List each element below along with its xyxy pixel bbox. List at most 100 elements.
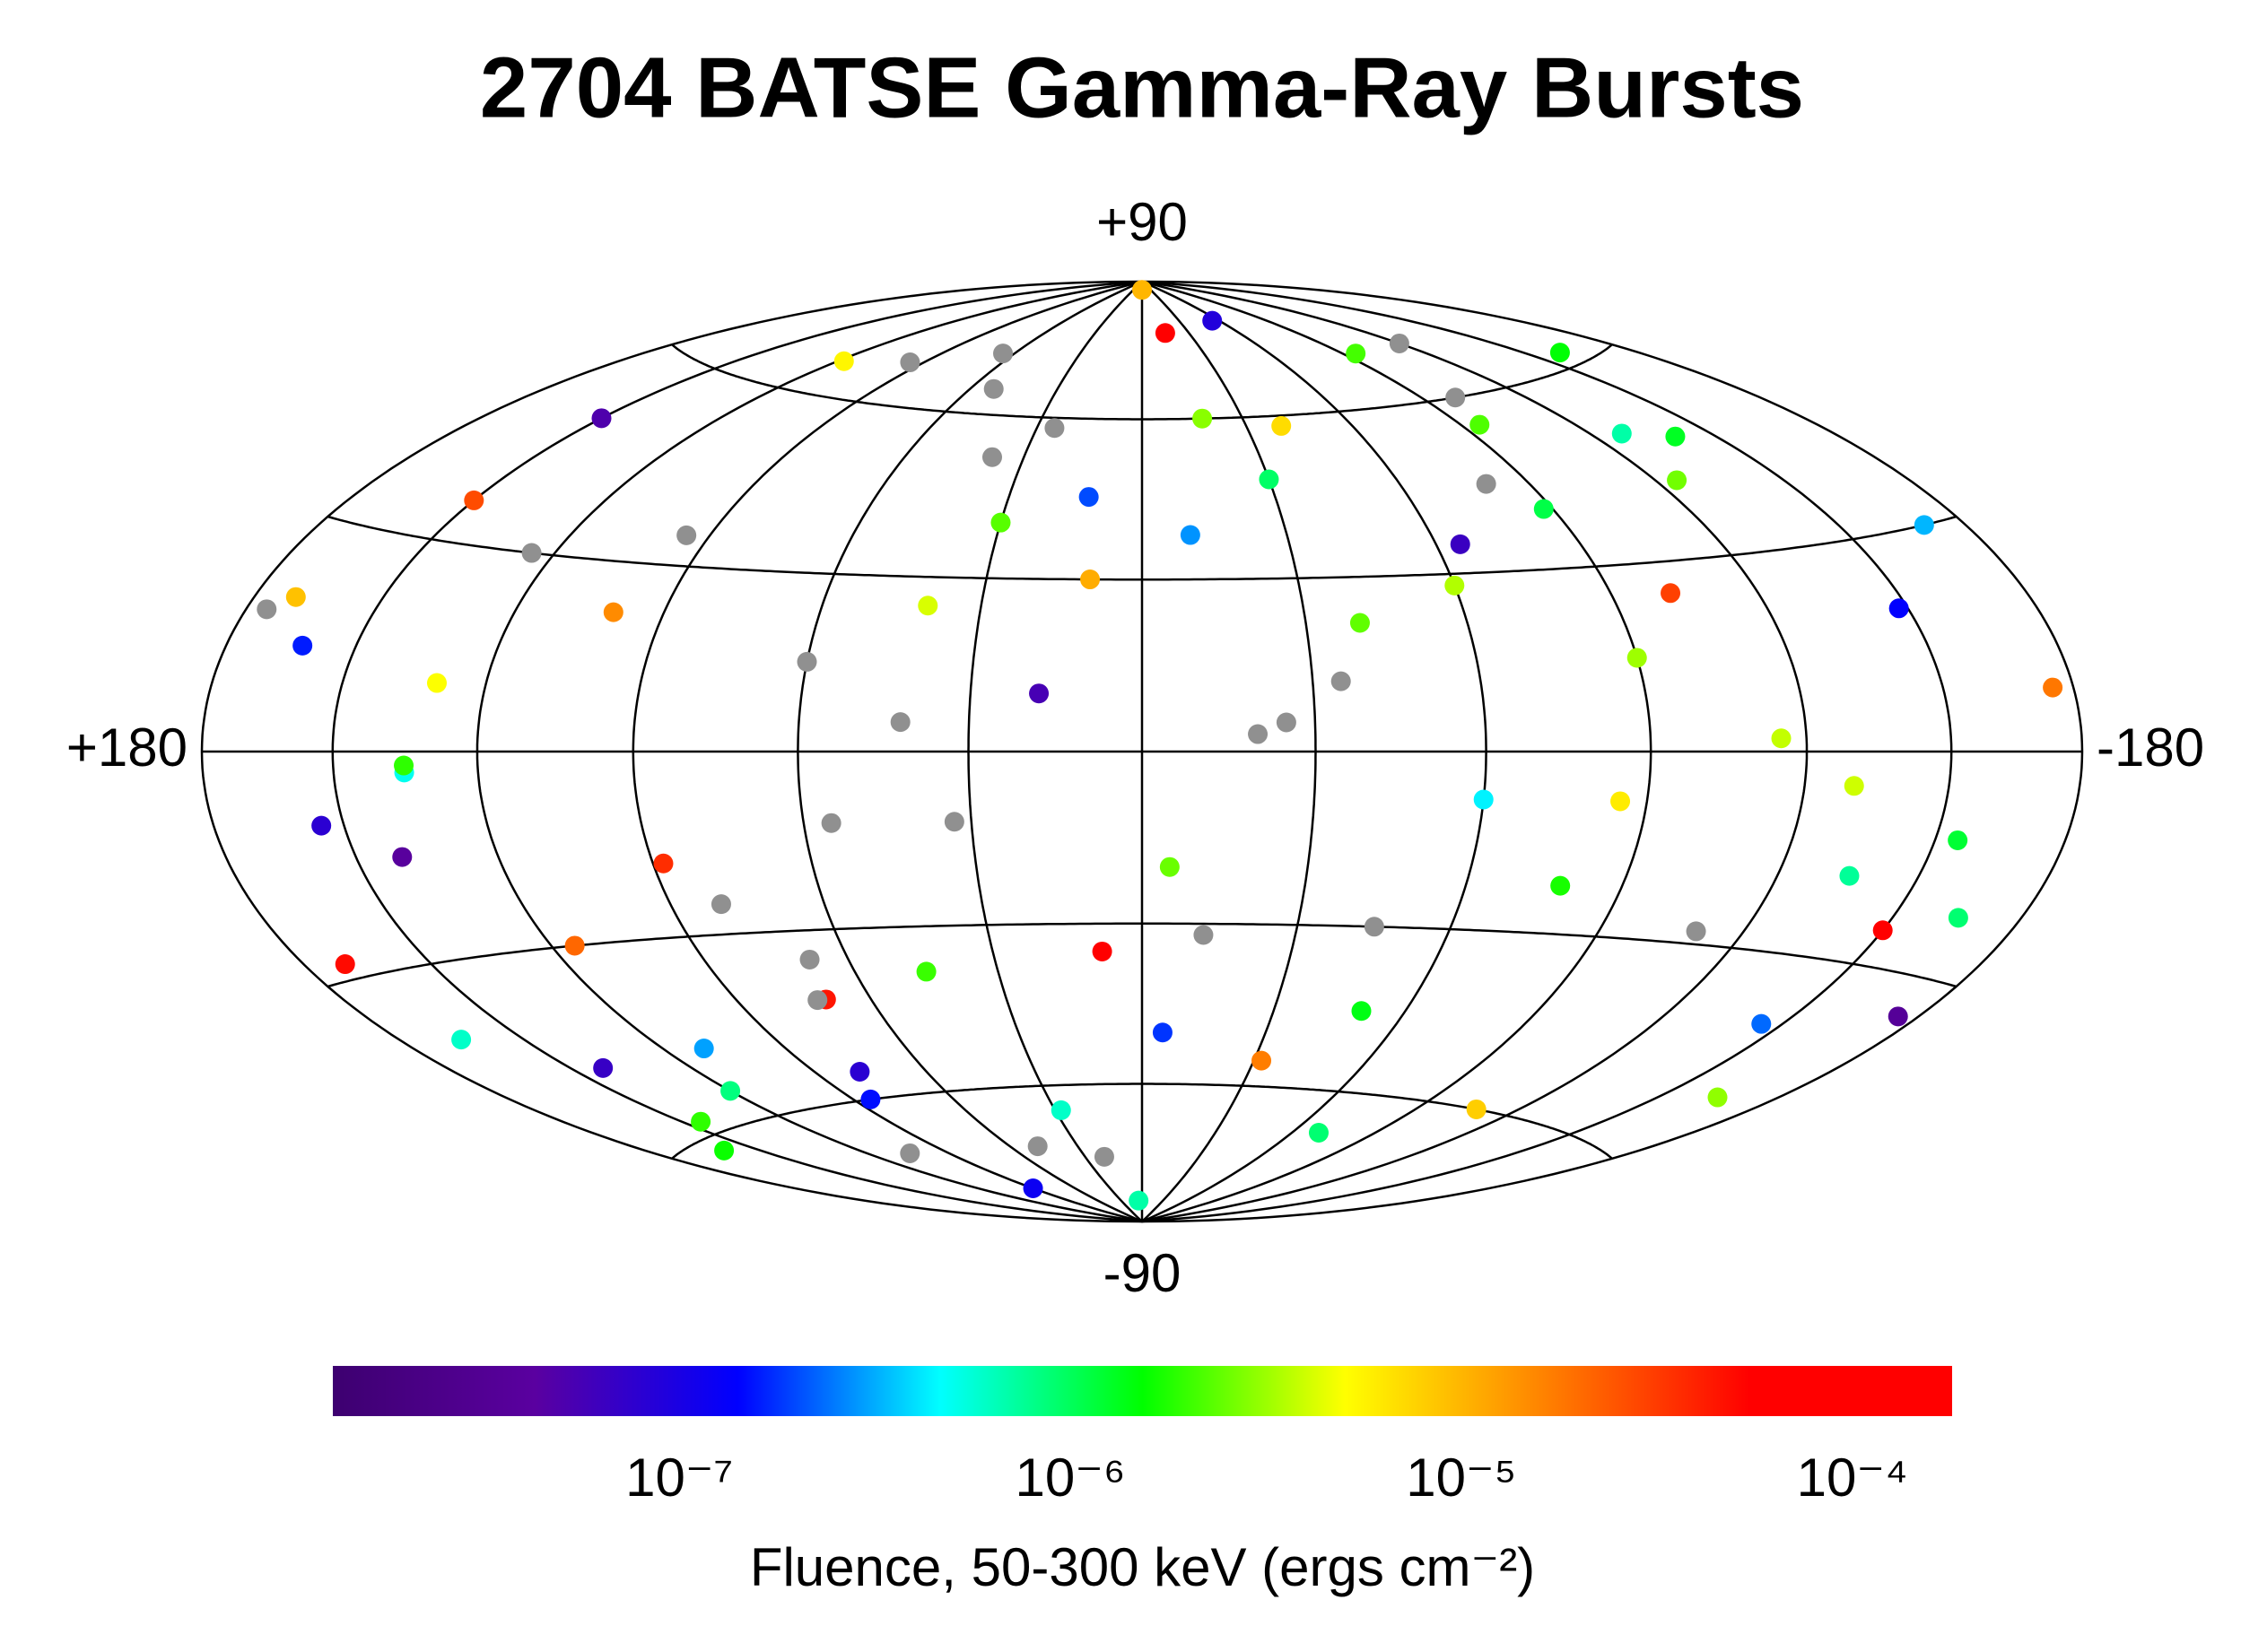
burst [1450,534,1470,554]
burst [311,815,332,836]
burst [1466,1099,1487,1119]
burst [821,813,841,833]
burst [1202,310,1223,331]
burst [1259,469,1279,490]
burst [693,1039,714,1059]
burst [1080,570,1101,590]
burst [1159,856,1180,877]
burst [1180,525,1200,545]
burst [521,543,542,563]
burst [983,378,1004,399]
burst [900,352,920,372]
burst [1271,415,1292,436]
burst [426,673,447,693]
burst [451,1030,472,1050]
burst [1346,343,1366,364]
y-tick-label: -90 [1103,1243,1181,1303]
burst [691,1111,711,1132]
parallel [327,922,1957,988]
colorbar-label: Fluence, 50-300 keV (ergs cm⁻²) [750,1537,1535,1597]
burst [1444,575,1465,596]
burst [833,351,854,371]
colorbar-tick-label: 10⁻⁷ [625,1448,733,1508]
burst [944,812,964,832]
x-tick-label: -180 [2097,717,2204,778]
burst [720,1081,741,1101]
burst [1888,598,1909,619]
burst [1948,830,1968,850]
burst [1308,1122,1329,1143]
parallel [671,1082,1613,1160]
burst [1661,583,1681,604]
burst [394,755,414,776]
burst [1476,474,1496,494]
colorbar: 10⁻⁷ 10⁻⁶ 10⁻⁵ 10⁻⁴ Fluence, 50-300 keV (erg… [333,1366,1952,1597]
burst [850,1061,870,1082]
burst [1193,925,1214,945]
burst [1364,917,1384,937]
burst [1129,1190,1149,1211]
burst [2043,677,2063,698]
burst [1473,789,1494,810]
burst [981,447,1002,467]
burst [1771,728,1792,749]
burst [1665,426,1686,447]
burst [1094,1146,1114,1167]
burst [900,1143,920,1163]
burst [591,408,612,429]
y-tick-label: +90 [1096,192,1188,252]
burst [392,847,413,867]
burst [1948,908,1968,928]
burst [1549,343,1570,363]
burst [1330,671,1351,691]
burst [1626,648,1647,668]
burst [1155,323,1175,343]
colorbar-tick-label: 10⁻⁵ [1406,1448,1516,1508]
burst [1276,712,1296,733]
burst [292,635,313,656]
burst [335,954,355,975]
burst [1152,1022,1173,1043]
burst [1078,487,1099,508]
burst [807,990,828,1011]
burst [676,525,697,545]
burst [1533,499,1554,519]
burst [285,587,306,607]
burst [714,1140,735,1161]
burst [990,512,1011,533]
burst [1839,865,1860,886]
burst [1251,1050,1272,1071]
burst [993,343,1014,364]
burst [1248,724,1269,744]
burst [1092,941,1112,961]
burst [1051,1100,1071,1120]
burst [1611,423,1632,444]
burst [918,596,938,616]
burst [1349,613,1370,633]
burst [1914,515,1934,535]
burst [890,712,911,733]
burst [1023,1178,1043,1199]
graticule [200,280,2084,1223]
parallel [327,515,1957,581]
burst [1888,1006,1908,1027]
burst [1029,683,1050,704]
burst [860,1089,881,1109]
burst [1610,791,1631,812]
burst [1132,280,1152,300]
burst [257,599,277,620]
burst [464,490,484,510]
burst [916,961,937,982]
burst [1445,387,1466,408]
colorbar-gradient [333,1366,1952,1416]
burst [653,853,674,874]
parallel [671,343,1613,421]
burst [1844,776,1864,796]
burst [564,935,585,956]
burst [1667,470,1687,491]
burst [593,1057,614,1078]
burst [1550,875,1571,896]
colorbar-tick-label: 10⁻⁶ [1015,1448,1125,1508]
